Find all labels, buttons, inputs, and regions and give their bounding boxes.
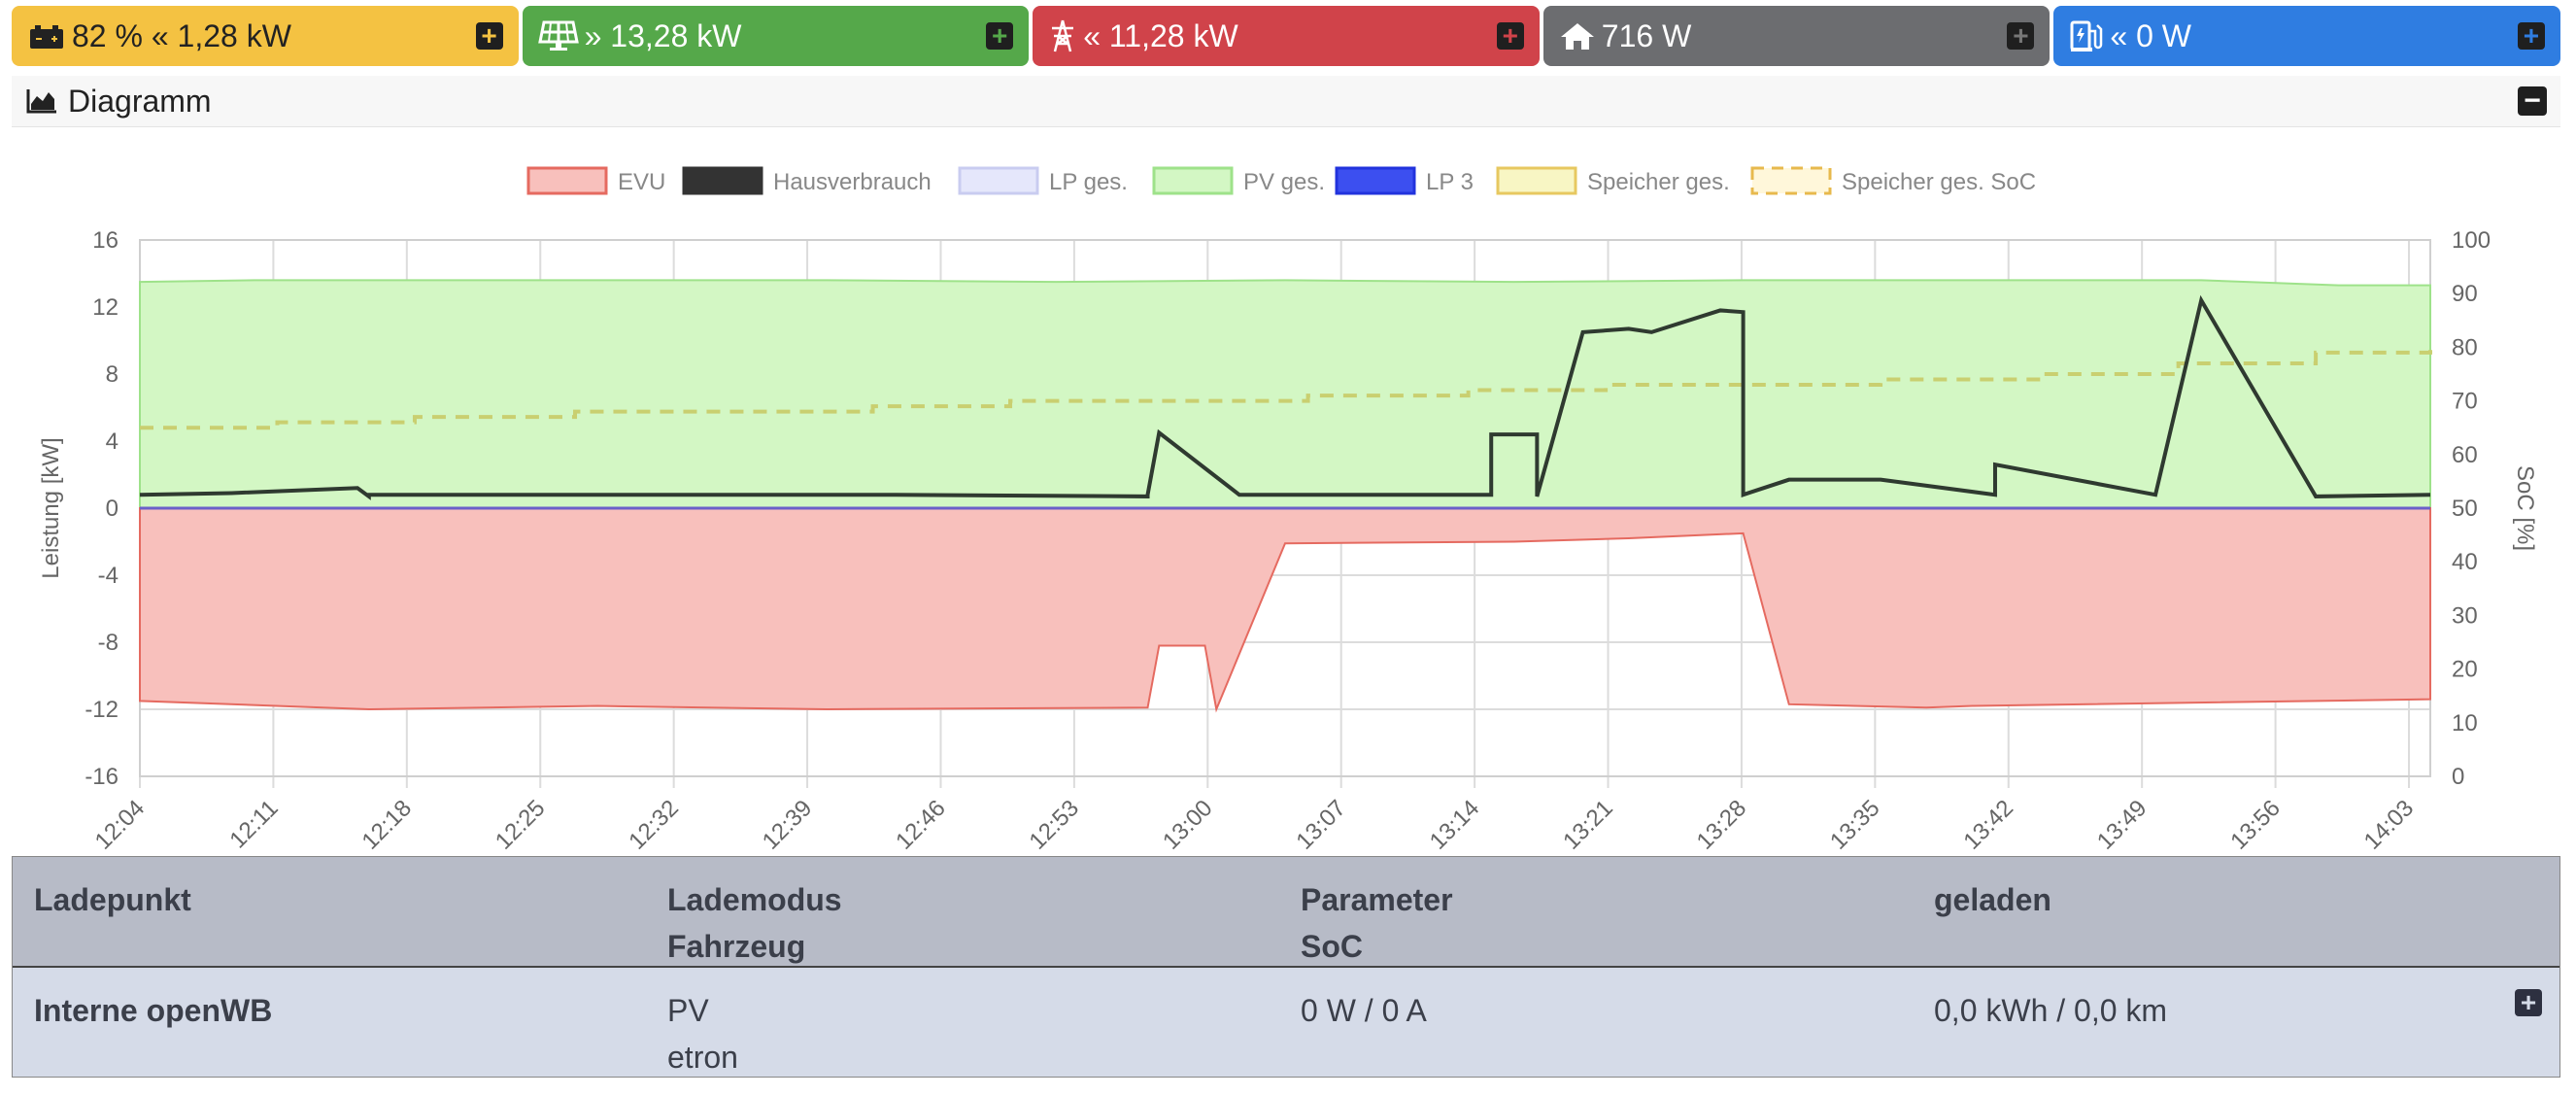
expand-battery-button[interactable]: + bbox=[476, 22, 503, 50]
y-tick-label: -4 bbox=[98, 563, 119, 589]
status-bar: 82 % « 1,28 kW + » 13,28 kW + « 11,28 kW… bbox=[12, 6, 2560, 66]
power-chart: 1612840-4-8-12-1610090807060504030201001… bbox=[12, 127, 2560, 856]
y2-tick-label: 10 bbox=[2452, 710, 2478, 736]
expand-grid-button[interactable]: + bbox=[1497, 22, 1524, 50]
charging-station-icon bbox=[2069, 19, 2104, 52]
y2-tick-label: 30 bbox=[2452, 602, 2478, 629]
legend-swatch bbox=[960, 168, 1037, 193]
header-soc: SoC bbox=[1301, 923, 1913, 970]
header-ladepunkt: Ladepunkt bbox=[34, 876, 646, 923]
x-tick-label: 12:25 bbox=[491, 795, 551, 855]
header-parameter: Parameter bbox=[1301, 876, 1913, 923]
header-geladen: geladen bbox=[1934, 876, 2546, 923]
ladepunkt-name: Interne openWB bbox=[34, 987, 646, 1034]
y-tick-label: 0 bbox=[106, 496, 119, 522]
y2-tick-label: 40 bbox=[2452, 549, 2478, 575]
legend-label: EVU bbox=[618, 169, 665, 195]
x-tick-label: 13:14 bbox=[1425, 795, 1485, 855]
y2-tick-label: 90 bbox=[2452, 281, 2478, 307]
chargepoint-table: Ladepunkt Lademodus Fahrzeug Parameter SoC… bbox=[12, 856, 2560, 1078]
legend-label: Speicher ges. bbox=[1587, 169, 1730, 195]
expand-row-button[interactable]: + bbox=[2515, 989, 2542, 1016]
house-icon bbox=[1559, 20, 1596, 51]
y-tick-label: -16 bbox=[85, 764, 119, 790]
grid-value: « 11,28 kW bbox=[1083, 18, 1237, 54]
y2-tick-label: 100 bbox=[2452, 227, 2491, 254]
house-value: 716 W bbox=[1602, 18, 1691, 54]
header-fahrzeug: Fahrzeug bbox=[667, 923, 1279, 970]
legend-label: PV ges. bbox=[1243, 169, 1325, 195]
x-tick-label: 12:04 bbox=[90, 795, 151, 855]
table-row[interactable]: Interne openWB PV etron 0 W / 0 A 0,0 kWh… bbox=[13, 966, 2559, 1077]
expand-house-button[interactable]: + bbox=[2007, 22, 2034, 50]
pv-tile[interactable]: » 13,28 kW + bbox=[523, 6, 1030, 66]
house-tile[interactable]: 716 W + bbox=[1543, 6, 2051, 66]
lademodus-value: PV bbox=[667, 987, 1279, 1034]
evu-area bbox=[140, 508, 2430, 709]
parameter-value: 0 W / 0 A bbox=[1301, 987, 1913, 1034]
y2-tick-label: 0 bbox=[2452, 764, 2464, 790]
y-tick-label: -12 bbox=[85, 697, 119, 723]
chart-area-icon bbox=[25, 86, 58, 116]
legend-label: Speicher ges. SoC bbox=[1842, 169, 2036, 195]
pv-area bbox=[140, 280, 2430, 508]
legend-label: LP ges. bbox=[1049, 169, 1128, 195]
header-lademodus: Lademodus bbox=[667, 876, 1279, 923]
grid-tile[interactable]: « 11,28 kW + bbox=[1033, 6, 1540, 66]
fahrzeug-value: etron bbox=[667, 1034, 1279, 1080]
y2-tick-label: 80 bbox=[2452, 334, 2478, 360]
x-tick-label: 13:21 bbox=[1558, 795, 1618, 855]
pv-value: » 13,28 kW bbox=[585, 18, 742, 54]
x-tick-label: 12:18 bbox=[357, 795, 418, 855]
x-tick-label: 12:53 bbox=[1025, 795, 1085, 855]
chargepoint-value: « 0 W bbox=[2110, 18, 2191, 54]
legend-swatch bbox=[1154, 168, 1232, 193]
diagram-header[interactable]: Diagramm − bbox=[12, 76, 2560, 127]
y2-tick-label: 20 bbox=[2452, 657, 2478, 683]
battery-tile[interactable]: 82 % « 1,28 kW + bbox=[12, 6, 519, 66]
y-tick-label: 4 bbox=[106, 428, 119, 455]
x-tick-label: 13:42 bbox=[1958, 795, 2018, 855]
x-tick-label: 14:03 bbox=[2359, 795, 2420, 855]
x-tick-label: 13:07 bbox=[1291, 795, 1351, 855]
y2-axis-title: SoC [%] bbox=[2512, 465, 2538, 551]
x-tick-label: 13:56 bbox=[2225, 795, 2286, 855]
power-pylon-icon bbox=[1048, 18, 1077, 53]
legend-swatch bbox=[1498, 168, 1576, 193]
chargepoint-tile[interactable]: « 0 W + bbox=[2053, 6, 2560, 66]
legend-label: LP 3 bbox=[1426, 169, 1474, 195]
table-header: Ladepunkt Lademodus Fahrzeug Parameter SoC… bbox=[13, 857, 2559, 966]
expand-chargepoint-button[interactable]: + bbox=[2518, 22, 2545, 50]
chart-container: 16 12 8 4 0 -4 -8 -12 -16 100 90 80 70 60 50 40 30 20 10 0 1… bbox=[12, 127, 2560, 856]
y-tick-label: 16 bbox=[92, 227, 119, 254]
y2-tick-label: 70 bbox=[2452, 389, 2478, 415]
y2-tick-label: 50 bbox=[2452, 496, 2478, 522]
x-tick-label: 12:32 bbox=[624, 795, 684, 855]
y-tick-label: -8 bbox=[98, 630, 119, 656]
battery-value: 82 % « 1,28 kW bbox=[72, 18, 291, 54]
legend-label: Hausverbrauch bbox=[773, 169, 932, 195]
legend-swatch bbox=[528, 168, 606, 193]
legend-swatch bbox=[1337, 168, 1414, 193]
x-tick-label: 13:00 bbox=[1158, 795, 1218, 855]
expand-pv-button[interactable]: + bbox=[986, 22, 1013, 50]
y2-tick-label: 60 bbox=[2452, 442, 2478, 468]
x-tick-label: 13:35 bbox=[1825, 795, 1885, 855]
x-tick-label: 13:28 bbox=[1692, 795, 1752, 855]
x-tick-label: 12:46 bbox=[891, 795, 951, 855]
legend-swatch bbox=[684, 168, 762, 193]
legend-swatch bbox=[1752, 168, 1830, 193]
x-tick-label: 12:11 bbox=[224, 795, 283, 853]
diagram-title: Diagramm bbox=[68, 84, 212, 120]
solar-panel-icon bbox=[538, 20, 579, 51]
battery-icon bbox=[27, 21, 66, 51]
y-axis-title: Leistung [kW] bbox=[38, 437, 64, 578]
x-tick-label: 13:49 bbox=[2092, 795, 2152, 855]
geladen-value: 0,0 kWh / 0,0 km bbox=[1934, 987, 2546, 1034]
collapse-diagram-button[interactable]: − bbox=[2518, 86, 2547, 116]
x-tick-label: 12:39 bbox=[758, 795, 818, 855]
y-tick-label: 8 bbox=[106, 361, 119, 388]
y-tick-label: 12 bbox=[92, 294, 119, 321]
